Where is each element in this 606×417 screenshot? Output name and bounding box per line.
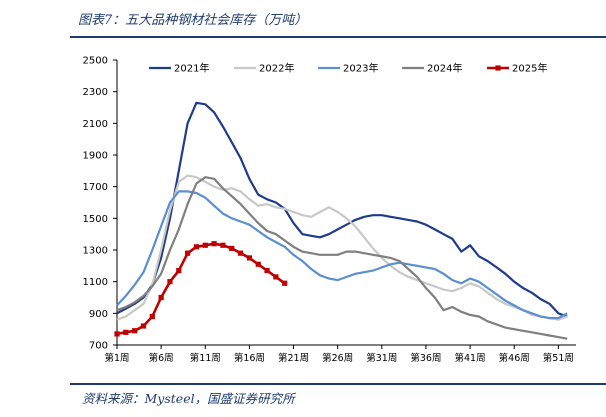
- y-tick-label: 900: [89, 309, 108, 320]
- x-tick-label: 第11周: [190, 352, 221, 364]
- data-point-2025年: [114, 331, 120, 337]
- x-tick-label: 第46周: [499, 352, 530, 364]
- data-point-2025年: [149, 313, 155, 320]
- data-point-2025年: [158, 294, 164, 301]
- data-point-2025年: [202, 242, 208, 248]
- series-line-2024年: [116, 176, 568, 340]
- data-point-2025年: [246, 255, 253, 261]
- source-note: 资料来源：Mysteel，国盛证券研究所: [82, 391, 295, 406]
- top-rule: [70, 36, 606, 38]
- y-tick-label: 1700: [83, 182, 108, 193]
- data-point-2025年: [229, 245, 235, 252]
- x-tick-label: 第26周: [322, 352, 353, 364]
- data-point-2025年: [282, 280, 288, 286]
- y-tick-label: 2100: [83, 119, 108, 130]
- data-point-2025年: [237, 250, 244, 256]
- y-tick-label: 1300: [83, 246, 108, 257]
- legend-label: 2022年: [259, 62, 294, 75]
- data-point-2025年: [264, 267, 270, 274]
- legend-label: 2024年: [427, 62, 462, 75]
- x-tick-label: 第51周: [543, 352, 574, 364]
- data-point-2025年: [123, 329, 129, 335]
- data-point-2025年: [167, 279, 173, 285]
- data-point-2025年: [273, 274, 279, 280]
- legend-marker-2025年: [495, 65, 501, 71]
- series-line-2025年: [116, 242, 286, 336]
- figure-title: 图表7：五大品种钢材社会库存（万吨）: [78, 13, 308, 28]
- y-tick-label: 700: [89, 341, 108, 352]
- y-tick-label: 1900: [83, 151, 108, 162]
- data-point-2025年: [211, 241, 217, 247]
- data-point-2025年: [185, 250, 191, 256]
- data-point-2025年: [176, 267, 182, 274]
- x-tick-label: 第41周: [455, 352, 486, 364]
- legend-label: 2021年: [174, 62, 209, 75]
- x-tick-label: 第6周: [149, 352, 174, 364]
- y-tick-label: 2300: [83, 87, 108, 98]
- legend-label: 2023年: [343, 62, 378, 75]
- x-tick-label: 第36周: [410, 352, 441, 364]
- y-tick-label: 1500: [83, 214, 108, 225]
- x-tick-label: 第16周: [234, 352, 265, 364]
- y-tick-label: 2500: [83, 56, 108, 67]
- x-tick-label: 第31周: [366, 352, 397, 364]
- series-line-2021年: [116, 101, 568, 318]
- data-point-2025年: [193, 244, 200, 250]
- x-tick-label: 第21周: [278, 352, 309, 364]
- bottom-rule: [70, 383, 606, 385]
- data-point-2025年: [132, 328, 138, 334]
- series-line-2022年: [116, 174, 568, 321]
- data-point-2025年: [140, 323, 147, 329]
- legend-label: 2025年: [512, 62, 547, 75]
- data-point-2025年: [220, 242, 226, 248]
- data-point-2025年: [255, 261, 261, 267]
- x-tick-label: 第1周: [104, 352, 129, 364]
- y-tick-label: 1100: [83, 277, 108, 288]
